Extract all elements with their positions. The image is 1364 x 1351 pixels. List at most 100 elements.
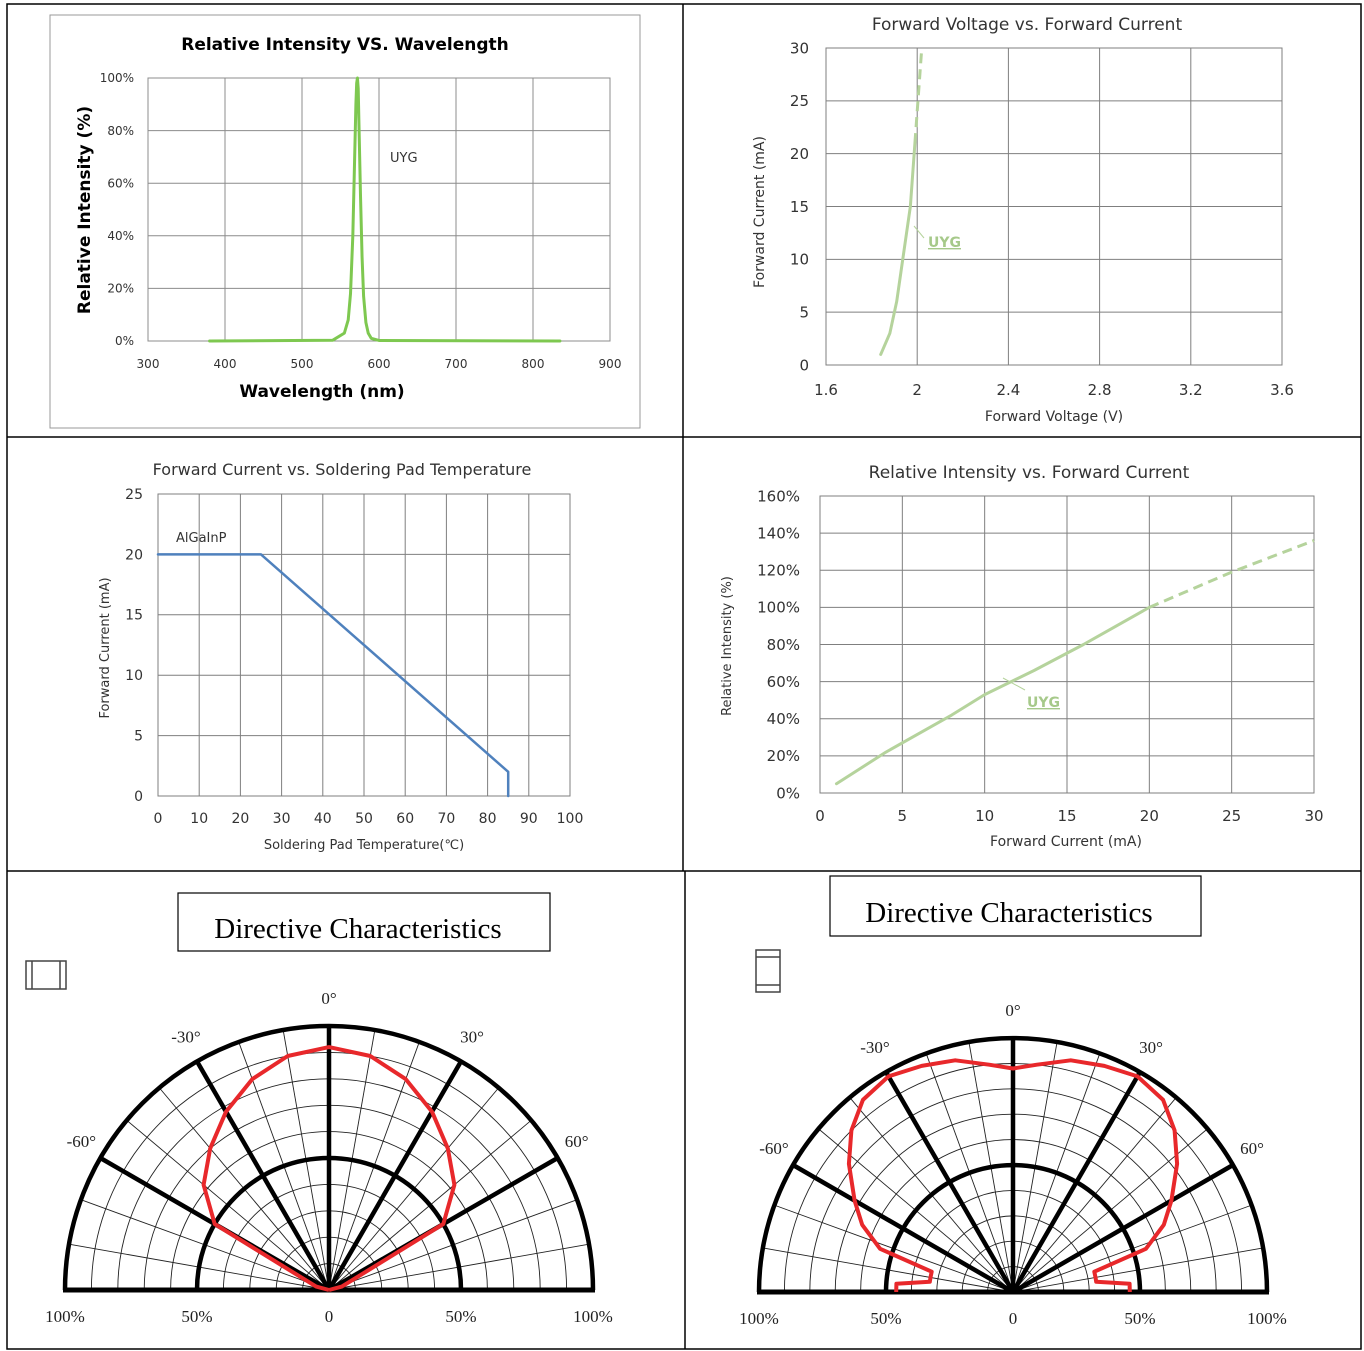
y-tick-label: 0 (799, 356, 809, 374)
y-tick-label: 60% (107, 176, 134, 190)
y-tick-label: 0 (134, 789, 143, 805)
y-tick-label: 40% (767, 710, 800, 728)
polar-angle-label: -60° (759, 1139, 788, 1158)
series-line (156, 553, 510, 798)
polar-curve (846, 1058, 1180, 1293)
polar-radial-bold (884, 1070, 1015, 1294)
x-tick-label: 90 (520, 811, 538, 827)
y-tick-label: 20 (790, 145, 809, 163)
polar-radial-bold (1011, 1070, 1142, 1294)
chart4-ylabel: Relative Intensity (%) (720, 576, 735, 716)
x-tick-label: 300 (137, 357, 160, 371)
x-tick-label: 500 (291, 357, 314, 371)
polar-radial-bold (1011, 1163, 1235, 1294)
y-tick-label: 0% (776, 784, 800, 802)
polar-chart-1: Directive Characteristics 0° 30° -30° 60° -6… (25, 892, 613, 1326)
x-tick-label: 0 (154, 811, 163, 827)
series-line-dashed (1148, 539, 1315, 609)
polar-angle-label: 0° (321, 989, 336, 1008)
polar1-title: Directive Characteristics (214, 913, 501, 945)
chart-voltage-current: Forward Voltage vs. Forward Current Forw… (752, 15, 1294, 425)
x-tick-label: 40 (314, 811, 332, 827)
x-tick-label: 400 (214, 357, 237, 371)
polar1-title-box (177, 892, 551, 952)
chart-wavelength: Relative Intensity VS. Wavelength Wavele… (75, 35, 621, 402)
polar-angle-label: 30° (1139, 1038, 1163, 1057)
y-tick-label: 5 (134, 729, 143, 745)
x-tick-label: 2 (912, 381, 922, 399)
chart1-ylabel: Relative Intensity (%) (75, 106, 95, 314)
polar-radial-bold (791, 1163, 1015, 1294)
polar-angle-label: 60° (565, 1132, 589, 1151)
y-tick-label: 140% (757, 524, 800, 542)
x-tick-label: 60 (396, 811, 414, 827)
x-tick-label: 30 (1304, 807, 1323, 825)
chart3-series-label: AlGaInP (176, 531, 227, 546)
series-line (879, 141, 917, 356)
chart2-ylabel: Forward Current (mA) (752, 136, 768, 288)
y-tick-label: 15 (790, 198, 809, 216)
polar-radial-label: 50% (870, 1309, 901, 1328)
y-tick-label: 15 (125, 608, 143, 624)
polar-angle-label: 30° (460, 1027, 484, 1046)
y-tick-label: 10 (125, 668, 143, 684)
polar2-title: Directive Characteristics (865, 897, 1152, 929)
series-line (208, 76, 562, 343)
polar-radial-label: 50% (181, 1307, 212, 1326)
y-tick-label: 20 (125, 547, 143, 563)
x-tick-label: 2.4 (996, 381, 1020, 399)
polar-angle-label: 0° (1005, 1001, 1020, 1020)
x-tick-label: 10 (975, 807, 994, 825)
x-tick-label: 80 (479, 811, 497, 827)
y-tick-label: 30 (790, 39, 809, 57)
chart1-series-label: UYG (390, 151, 418, 166)
chart4-series-label: UYG (1027, 695, 1060, 711)
polar-radial-label: 100% (45, 1307, 85, 1326)
polar-curve (201, 1045, 457, 1292)
chart-current-temperature: Forward Current vs. Soldering Pad Temper… (98, 460, 583, 853)
x-tick-label: 25 (1222, 807, 1241, 825)
x-tick-label: 5 (898, 807, 908, 825)
chart3-title: Forward Current vs. Soldering Pad Temper… (153, 460, 532, 479)
polar-angle-label: -60° (67, 1132, 96, 1151)
y-tick-label: 160% (757, 487, 800, 505)
polar-radial-label: 50% (445, 1307, 476, 1326)
chart1-xlabel: Wavelength (nm) (239, 382, 404, 402)
y-tick-label: 40% (107, 229, 134, 243)
label-leader (1002, 677, 1026, 691)
x-tick-label: 0 (815, 807, 825, 825)
x-tick-label: 2.8 (1088, 381, 1112, 399)
x-tick-label: 600 (368, 357, 391, 371)
y-tick-label: 120% (757, 562, 800, 580)
y-tick-label: 80% (107, 124, 134, 138)
chart3-ylabel: Forward Current (mA) (98, 577, 113, 718)
chart2-title: Forward Voltage vs. Forward Current (872, 15, 1183, 35)
polar-radial-bold (195, 1060, 331, 1292)
x-tick-label: 70 (437, 811, 455, 827)
polar-radial-label: 0 (325, 1307, 334, 1326)
y-tick-label: 25 (790, 92, 809, 110)
chart4-xlabel: Forward Current (mA) (990, 834, 1142, 850)
x-tick-label: 3.6 (1270, 381, 1294, 399)
chart4-title: Relative Intensity vs. Forward Current (869, 463, 1190, 483)
polar-angle-label: -30° (171, 1027, 200, 1046)
chart3-xlabel: Soldering Pad Temperature(℃) (264, 838, 464, 853)
x-tick-label: 1.6 (814, 381, 838, 399)
polar-chart-2: Directive Characteristics 0° 30° -30° 60° -6… (739, 875, 1287, 1328)
chart2-xlabel: Forward Voltage (V) (985, 409, 1123, 425)
package-icon (755, 949, 781, 993)
series-line (834, 605, 1151, 786)
y-tick-label: 20% (767, 747, 800, 765)
polar-radial-label: 50% (1124, 1309, 1155, 1328)
x-tick-label: 20 (1140, 807, 1159, 825)
package-icon (25, 960, 67, 990)
x-tick-label: 700 (445, 357, 468, 371)
x-tick-label: 50 (355, 811, 373, 827)
y-tick-label: 100% (757, 599, 800, 617)
polar-angle-label: 60° (1240, 1139, 1264, 1158)
polar-radial-label: 100% (739, 1309, 779, 1328)
y-tick-label: 80% (767, 636, 800, 654)
y-tick-label: 60% (767, 673, 800, 691)
chart1-title: Relative Intensity VS. Wavelength (181, 35, 509, 55)
